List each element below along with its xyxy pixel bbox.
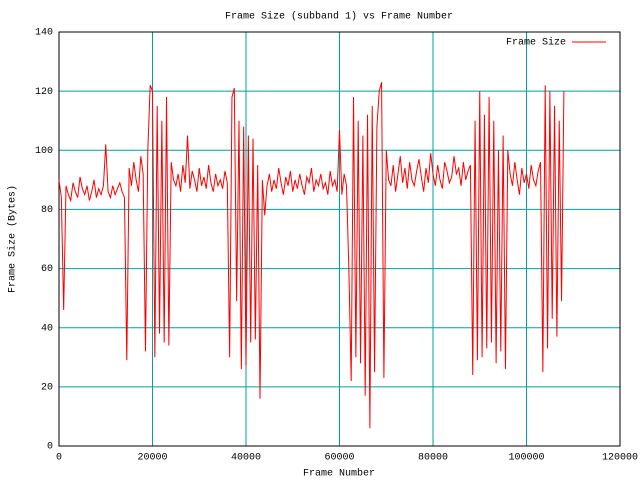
x-tick-label: 100000: [508, 453, 544, 464]
x-tick-label: 0: [56, 453, 62, 464]
y-tick-label: 120: [35, 87, 53, 98]
y-tick-label: 60: [41, 264, 53, 275]
y-axis-label: Frame Size (Bytes): [7, 185, 19, 293]
y-tick-label: 20: [41, 382, 53, 393]
plot-frame: [58, 31, 621, 447]
x-tick-label: 20000: [137, 453, 167, 464]
x-axis-label: Frame Number: [303, 468, 375, 480]
x-tick-label: 80000: [418, 453, 448, 464]
chart-title: Frame Size (subband 1) vs Frame Number: [225, 11, 453, 23]
x-tick-label: 60000: [324, 453, 354, 464]
x-tick-label: 40000: [231, 453, 261, 464]
y-tick-label: 100: [35, 146, 53, 157]
data-line: [58, 82, 565, 429]
y-tick-label: 40: [41, 323, 53, 334]
legend-label: Frame Size: [506, 37, 566, 49]
x-tick-label: 120000: [602, 453, 638, 464]
y-tick-label: 80: [41, 205, 53, 216]
y-tick-label: 0: [47, 442, 53, 453]
y-tick-label: 140: [35, 28, 53, 39]
